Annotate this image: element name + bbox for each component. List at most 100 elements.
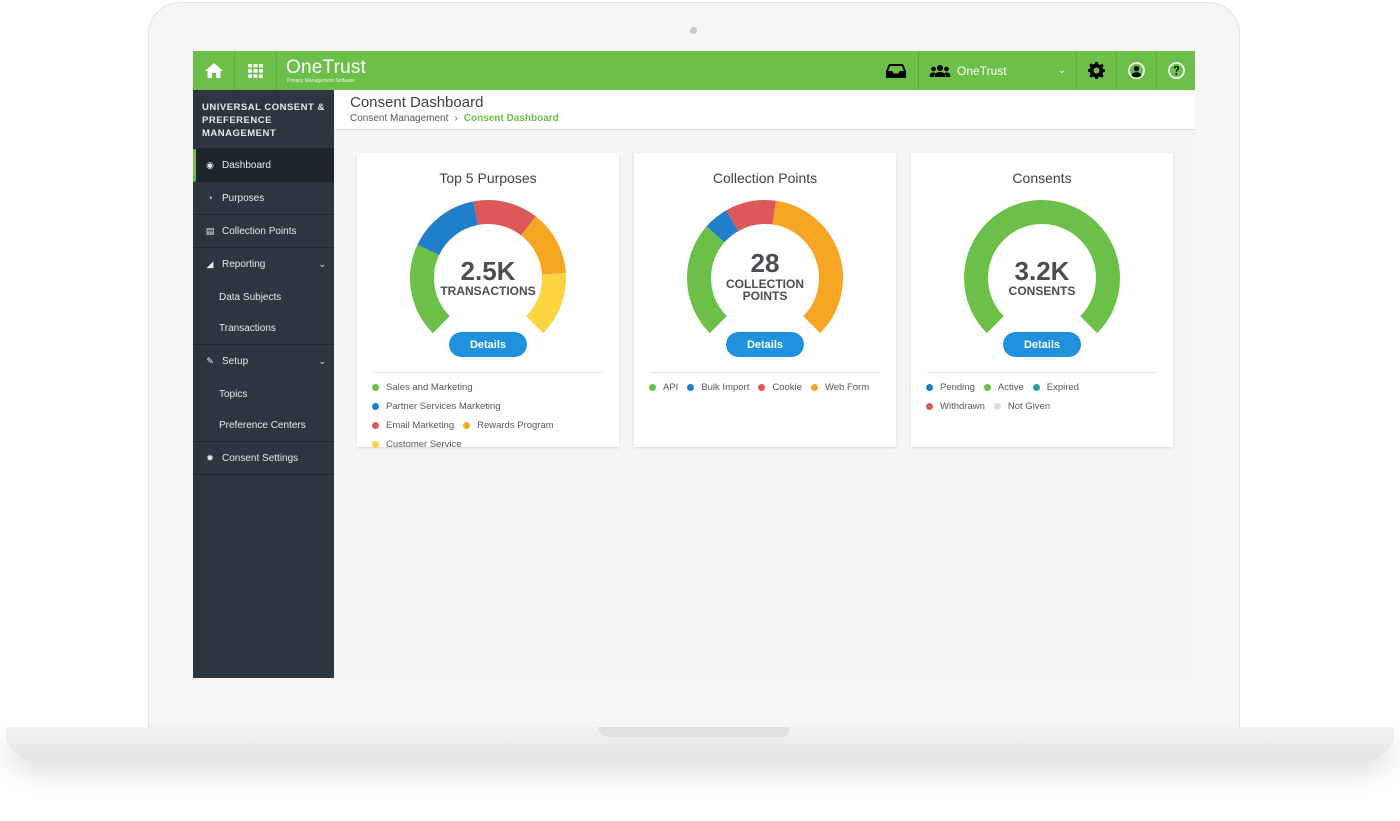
legend-item: Rewards Program — [463, 420, 554, 431]
users-icon — [929, 64, 951, 77]
dashboard-icon: ◉ — [206, 159, 214, 170]
legend-dot — [687, 384, 695, 391]
divider — [373, 372, 603, 373]
legend-dot — [463, 422, 471, 429]
legend-label: Not Given — [1007, 401, 1051, 412]
legend-item: Active — [983, 382, 1024, 393]
legend-dot — [810, 384, 818, 391]
home-button[interactable] — [193, 51, 235, 90]
legend-item: API — [649, 382, 678, 393]
inbox-icon — [886, 63, 906, 78]
gauge-segment — [726, 200, 776, 232]
gauge-segment — [473, 200, 536, 236]
area-chart-icon: ◢ — [206, 259, 214, 269]
sidebar-item-label: Reporting — [222, 259, 266, 270]
details-button[interactable]: Details — [1003, 332, 1081, 357]
sidebar-item-dashboard[interactable]: ◉ Dashboard — [193, 149, 334, 182]
sidebar-item-setup[interactable]: ✎ Setup ⌄ — [193, 345, 334, 378]
chevron-down-icon: ⌄ — [318, 356, 326, 366]
legend-label: Cookie — [772, 382, 802, 393]
metric-value: 3.2K — [1014, 256, 1070, 286]
gauge-segment — [417, 201, 479, 256]
metric-value: 28 — [750, 248, 780, 278]
page-title: Consent Dashboard — [350, 94, 484, 111]
sidebar-item-reporting[interactable]: ◢ Reporting ⌄ — [193, 248, 334, 281]
sidebar-item-collection-points[interactable]: ▤ Collection Points — [193, 215, 334, 248]
wrench-icon: ✎ — [206, 356, 214, 366]
legend-item: Partner Services Marketing — [372, 401, 501, 412]
metric-value: 2.5K — [460, 256, 516, 286]
legend-item: Sales and Marketing — [372, 382, 473, 393]
legend-label: Sales and Marketing — [386, 382, 473, 393]
divider — [650, 372, 880, 373]
gauge-segment — [964, 200, 1120, 334]
sidebar-subitem-data-subjects[interactable]: Data Subjects — [219, 291, 282, 303]
sidebar-item-label: Collection Points — [222, 225, 297, 237]
gauge-segment — [520, 216, 566, 276]
page-header: Consent Dashboard Consent Management › C… — [334, 90, 1195, 130]
breadcrumb-link[interactable]: Consent Management — [350, 113, 449, 124]
metric-unit: COLLECTION POINTS — [634, 278, 896, 302]
sidebar: UNIVERSAL CONSENT & PREFERENCE MANAGEMEN… — [193, 90, 334, 678]
legend-dot — [983, 384, 991, 391]
legend-label: Email Marketing — [386, 420, 455, 431]
sidebar-item-label: Purposes — [222, 192, 265, 204]
legend-item: Withdrawn — [926, 401, 985, 412]
legend-item: Cookie — [758, 382, 802, 393]
card-title: Consents — [1012, 170, 1072, 186]
legend-item: Customer Service — [372, 439, 462, 450]
metric-unit-line: COLLECTION — [726, 277, 804, 291]
brand-name: OneTrust — [286, 56, 367, 78]
brand-logo[interactable]: OneTrust Privacy Management Software — [277, 56, 367, 84]
sidebar-item-consent-settings[interactable]: ✹ Consent Settings — [193, 442, 334, 475]
details-button[interactable]: Details — [726, 332, 804, 357]
gauge-segment — [706, 210, 739, 243]
breadcrumb: Consent Management › Consent Dashboard — [350, 113, 559, 124]
legend-label: Withdrawn — [940, 401, 985, 412]
card-consents: Consents 3.2K CONSENTS Details Pending A… — [911, 153, 1173, 447]
legend-item: Pending — [926, 382, 975, 393]
legend-label: Customer Service — [386, 439, 462, 450]
breadcrumb-current: Consent Dashboard — [463, 113, 559, 124]
legend-label: Active — [997, 382, 1024, 393]
profile-button[interactable] — [1116, 51, 1156, 90]
sidebar-subitem-preference-centers[interactable]: Preference Centers — [193, 410, 334, 442]
sidebar-subitem-transactions[interactable]: Transactions — [193, 313, 334, 345]
inbox-button[interactable] — [874, 51, 918, 90]
brand-tagline: Privacy Management Software — [287, 77, 356, 84]
help-button[interactable] — [1156, 51, 1195, 90]
legend-dot — [372, 384, 379, 391]
legend-item: Expired — [1032, 382, 1079, 393]
legend-dot — [926, 384, 933, 391]
legend-item: Web Form — [810, 382, 869, 393]
divider — [927, 372, 1157, 373]
gauge-chart — [964, 200, 1120, 334]
settings-button[interactable] — [1076, 51, 1116, 90]
chevron-down-icon: ⌄ — [318, 259, 326, 269]
camera — [690, 27, 697, 34]
apps-button[interactable] — [235, 51, 277, 90]
legend-label: API — [663, 382, 679, 393]
sidebar-subitem-topics[interactable]: Topics — [219, 388, 248, 400]
legend-dot — [993, 403, 1001, 410]
legend-label: Bulk Import — [701, 382, 750, 393]
sidebar-item-label: Dashboard — [222, 159, 271, 171]
grid-icon — [248, 63, 263, 78]
organization-selector[interactable]: OneTrust ⌄ — [918, 51, 1076, 90]
card-top-purposes: Top 5 Purposes 2.5K TRANSACTIONS Details… — [357, 153, 619, 450]
card-title: Top 5 Purposes — [439, 170, 537, 186]
gear-icon: ✹ — [206, 452, 214, 463]
chart-legend: Sales and Marketing Partner Services Mar… — [372, 382, 604, 450]
details-button[interactable]: Details — [449, 332, 527, 357]
legend-label: Expired — [1046, 382, 1079, 393]
home-icon — [204, 63, 223, 78]
sidebar-item-label: Consent Settings — [222, 452, 299, 464]
sidebar-item-label: Setup — [222, 356, 249, 367]
list-icon: ▤ — [205, 225, 215, 236]
organization-name: OneTrust — [957, 63, 1007, 78]
metric-unit: CONSENTS — [1008, 284, 1076, 298]
chart-legend: Pending Active Expired Withdrawn Not Giv… — [926, 382, 1158, 412]
gauge-chart — [687, 200, 843, 334]
sidebar-item-purposes[interactable]: ◔ Purposes — [193, 182, 334, 215]
metric-unit: TRANSACTIONS — [440, 284, 536, 298]
